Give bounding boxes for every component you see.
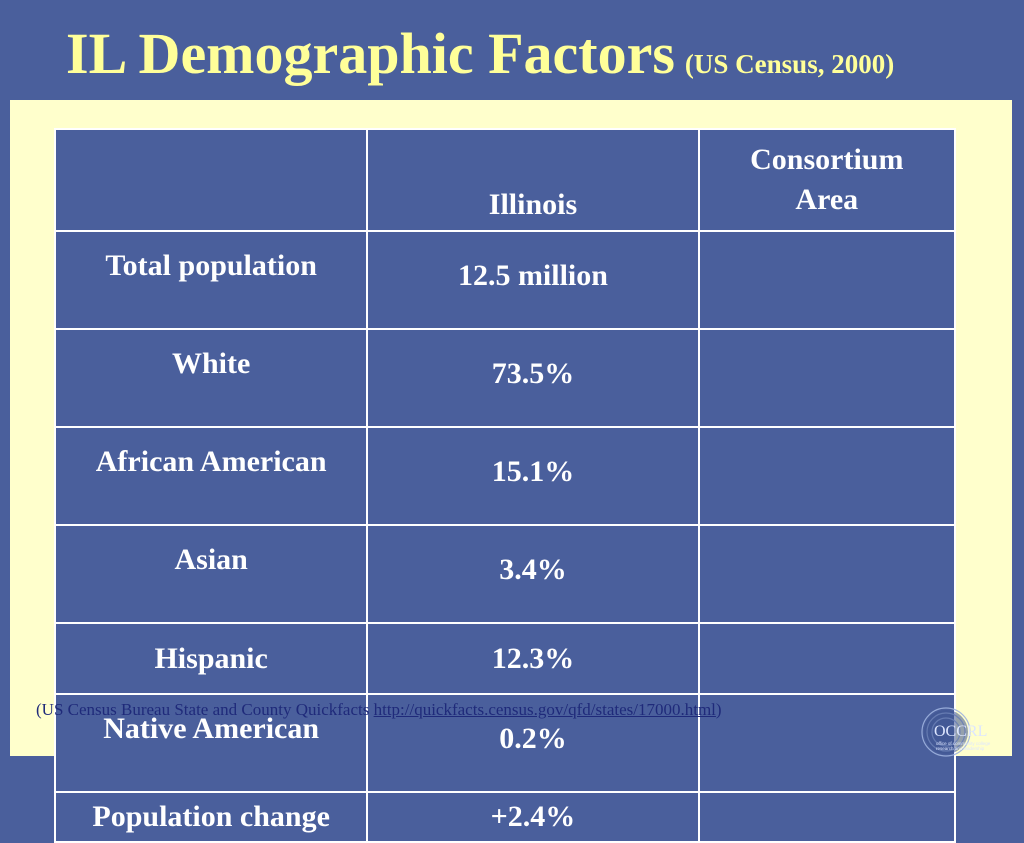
source-suffix: ) [715, 700, 722, 719]
row-illinois-value: 73.5% [366, 328, 700, 428]
source-citation: (US Census Bureau State and County Quick… [36, 700, 722, 720]
row-consortium-value [697, 524, 957, 624]
row-consortium-value [697, 328, 957, 428]
header-cell-consortium: Consortium Area [697, 128, 957, 232]
row-consortium-value [697, 791, 957, 843]
table-row: White 73.5% [53, 328, 957, 428]
source-prefix: (US Census Bureau State and County Quick… [36, 700, 374, 719]
row-label: African American [53, 426, 369, 526]
table-row: African American 15.1% [53, 426, 957, 526]
row-illinois-value: +2.4% [366, 791, 700, 843]
title-main: IL Demographic Factors [66, 21, 675, 86]
row-consortium-value [697, 622, 957, 695]
logo-tagline-1: office of community college [936, 741, 991, 746]
row-label: Total population [53, 230, 369, 330]
logo-text: OCCRL [934, 723, 987, 740]
row-consortium-value [697, 230, 957, 330]
header-cell-illinois: Illinois [366, 128, 700, 232]
header-consortium-line1: Consortium [750, 143, 904, 176]
logo-tagline-2: research and leadership [936, 746, 985, 751]
row-label: White [53, 328, 369, 428]
table-row: Population change +2.4% [53, 791, 957, 843]
occrl-logo: OCCRL office of community college resear… [920, 706, 1016, 758]
row-label: Population change [53, 791, 369, 843]
row-illinois-value: 12.5 million [366, 230, 700, 330]
table-header-row: Illinois Consortium Area [53, 128, 957, 232]
row-label: Asian [53, 524, 369, 624]
slide-title: IL Demographic Factors (US Census, 2000) [66, 20, 894, 87]
table-row: Total population 12.5 million [53, 230, 957, 330]
row-label: Hispanic [53, 622, 369, 695]
row-consortium-value [697, 693, 957, 793]
header-cell-empty [53, 128, 369, 232]
title-bar: IL Demographic Factors (US Census, 2000) [0, 0, 1024, 100]
row-illinois-value: 15.1% [366, 426, 700, 526]
row-illinois-value: 3.4% [366, 524, 700, 624]
header-consortium-line2: Area [795, 183, 859, 216]
table-row: Asian 3.4% [53, 524, 957, 624]
demographics-table: Illinois Consortium Area Total populatio… [53, 128, 957, 843]
title-subtitle: (US Census, 2000) [684, 49, 895, 79]
table-row: Hispanic 12.3% [53, 622, 957, 695]
row-illinois-value: 12.3% [366, 622, 700, 695]
source-link[interactable]: http://quickfacts.census.gov/qfd/states/… [373, 700, 716, 719]
row-consortium-value [697, 426, 957, 526]
